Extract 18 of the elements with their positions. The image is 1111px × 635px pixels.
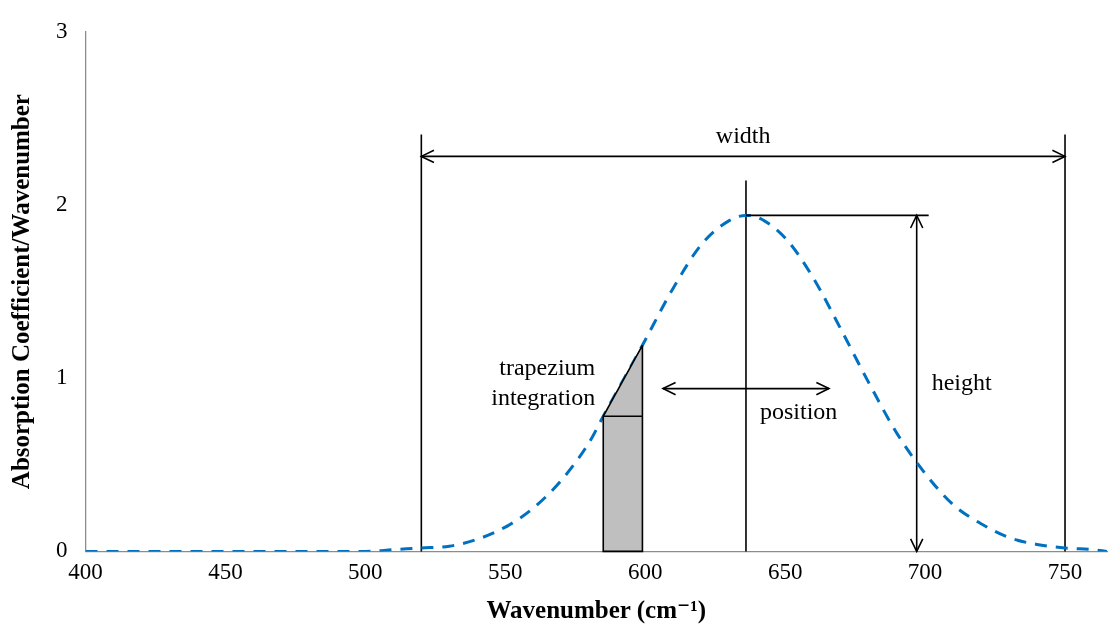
x-tick-label: 400 <box>68 559 103 585</box>
y-tick-label: 0 <box>56 537 68 563</box>
y-tick-label: 1 <box>56 364 68 390</box>
x-tick-label: 450 <box>208 559 243 585</box>
annotation: height <box>931 368 993 395</box>
x-tick-label: 650 <box>767 559 803 585</box>
x-tick-label: 600 <box>627 559 663 585</box>
annotation: width <box>715 121 771 148</box>
x-axis-title: Wavenumber (cm⁻¹) <box>486 596 707 625</box>
x-tick-label: 700 <box>907 559 943 585</box>
y-tick-label: 3 <box>56 17 68 43</box>
x-tick-label: 550 <box>488 559 523 585</box>
annotation: position <box>759 397 838 424</box>
annotation: trapezium integration <box>491 353 596 410</box>
y-axis-title: Absorption Coefficient/Wavenumber <box>7 94 35 490</box>
x-tick-label: 750 <box>1047 559 1083 585</box>
x-tick-label: 500 <box>348 559 383 585</box>
y-tick-label: 2 <box>56 191 68 217</box>
